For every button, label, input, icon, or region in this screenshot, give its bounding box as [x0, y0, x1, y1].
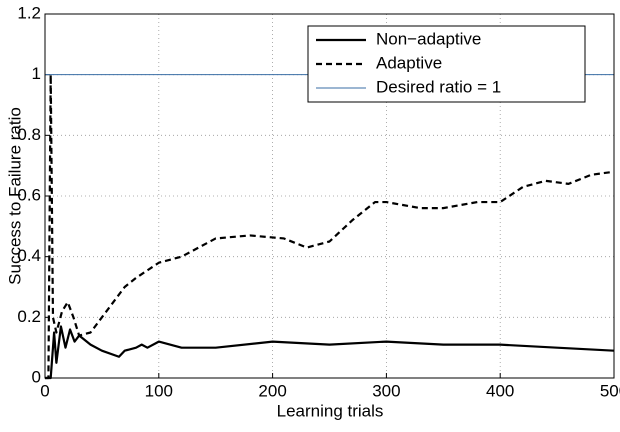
y-tick-label: 0.4 [17, 246, 41, 265]
y-tick-label: 0 [32, 367, 41, 386]
x-axis-label: Learning trials [277, 401, 384, 420]
y-axis-label: Success to Failure ratio [5, 107, 24, 285]
legend-label: Non−adaptive [376, 29, 481, 48]
x-tick-label: 500 [600, 381, 620, 400]
x-tick-label: 100 [145, 381, 173, 400]
plot-frame [44, 13, 615, 379]
x-tick-label: 0 [40, 381, 49, 400]
y-tick-label: 1.2 [17, 3, 41, 22]
legend-box [307, 25, 586, 103]
x-tick-label: 300 [372, 381, 400, 400]
x-tick-label: 200 [258, 381, 286, 400]
y-tick-label: 1 [32, 64, 41, 83]
series-line [45, 73, 615, 380]
series-line [45, 325, 615, 380]
y-tick-label: 0.2 [17, 307, 41, 326]
y-tick-label: 0.8 [17, 125, 41, 144]
legend-label: Desired ratio = 1 [376, 77, 501, 96]
y-tick-label: 0.6 [17, 185, 41, 204]
legend-label: Adaptive [376, 53, 442, 72]
x-tick-label: 400 [486, 381, 514, 400]
